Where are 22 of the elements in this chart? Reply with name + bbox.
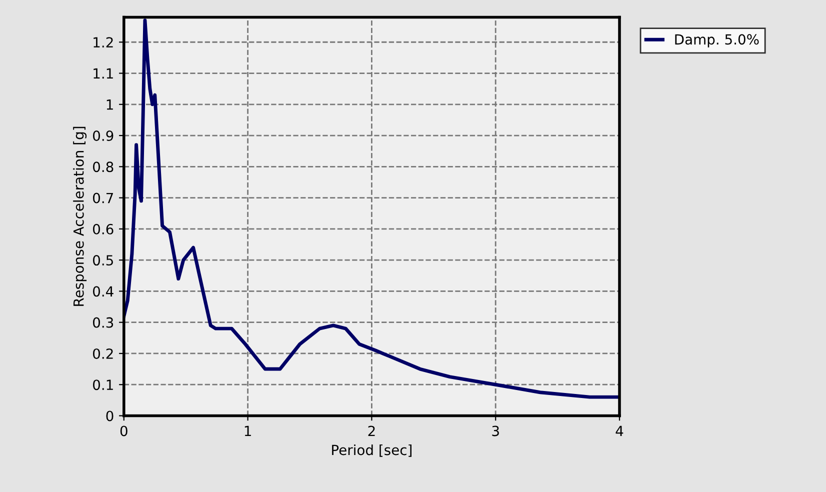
y-tick-label: 0.9 bbox=[93, 130, 114, 142]
x-tick-label: 1 bbox=[244, 426, 251, 436]
y-tick-label: 0.1 bbox=[93, 380, 113, 390]
y-tick-label: 0.6 bbox=[93, 224, 114, 234]
y-tick-label: 0.3 bbox=[93, 317, 114, 328]
y-tick-label: 0.5 bbox=[93, 255, 113, 266]
y-tick-label: 0 bbox=[106, 410, 114, 422]
line-series bbox=[124, 18, 620, 399]
y-tick-label: 1.1 bbox=[94, 68, 113, 79]
y-axis-title: Response Acceleration [g] bbox=[73, 126, 87, 306]
y-tick-label: 0.7 bbox=[93, 192, 113, 204]
y-tick-label: 1.2 bbox=[94, 37, 113, 48]
y-tick-label: 0.8 bbox=[93, 162, 114, 172]
x-tick-label: 2 bbox=[368, 426, 375, 436]
x-tick-label: 4 bbox=[616, 426, 624, 436]
y-tick-label: 0.4 bbox=[93, 286, 114, 297]
x-axis-title: Period [sec] bbox=[332, 444, 412, 457]
legend-label: Damp. 5.0% bbox=[675, 34, 759, 48]
y-tick-label: 1 bbox=[106, 100, 113, 110]
x-tick-label: 0 bbox=[120, 426, 128, 436]
x-tick-label: 3 bbox=[492, 426, 499, 436]
y-tick-label: 0.2 bbox=[93, 348, 113, 359]
